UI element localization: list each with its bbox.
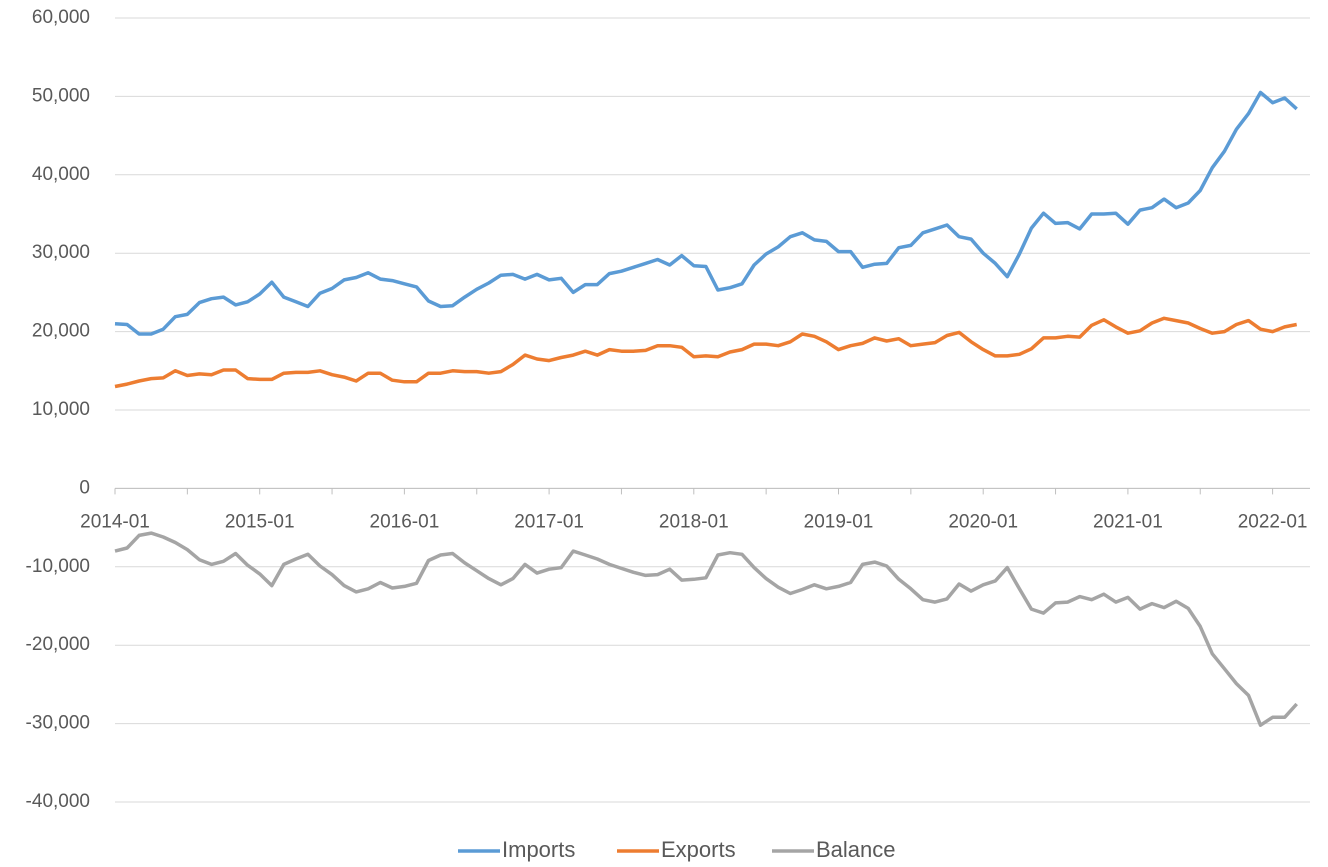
y-tick-label: -10,000 bbox=[26, 556, 90, 577]
legend-label: Exports bbox=[661, 837, 736, 862]
series-line bbox=[114, 316, 1298, 389]
y-tick-label: -20,000 bbox=[26, 634, 90, 655]
x-tick-label: 2017-01 bbox=[514, 511, 584, 532]
legend-label: Imports bbox=[502, 837, 575, 862]
x-tick-label: 2022-01 bbox=[1238, 511, 1308, 532]
x-tick-label: 2018-01 bbox=[659, 511, 729, 532]
y-tick-label: 10,000 bbox=[32, 399, 90, 420]
x-tick-label: 2019-01 bbox=[804, 511, 874, 532]
x-tick-label: 2015-01 bbox=[225, 511, 295, 532]
x-tick-label: 2016-01 bbox=[370, 511, 440, 532]
x-tick-label: 2021-01 bbox=[1093, 511, 1163, 532]
series-line bbox=[114, 90, 1298, 336]
x-tick-label: 2020-01 bbox=[948, 511, 1018, 532]
y-tick-label: 40,000 bbox=[32, 164, 90, 185]
x-tick-label: 2014-01 bbox=[80, 511, 150, 532]
series-line bbox=[114, 531, 1298, 727]
y-tick-label: 50,000 bbox=[32, 85, 90, 106]
y-tick-label: -40,000 bbox=[26, 791, 90, 812]
y-tick-label: 20,000 bbox=[32, 321, 90, 342]
legend-label: Balance bbox=[816, 837, 896, 862]
y-tick-label: -30,000 bbox=[26, 713, 90, 734]
y-tick-label: 60,000 bbox=[32, 7, 90, 28]
y-tick-label: 0 bbox=[79, 477, 90, 498]
y-tick-label: 30,000 bbox=[32, 242, 90, 263]
